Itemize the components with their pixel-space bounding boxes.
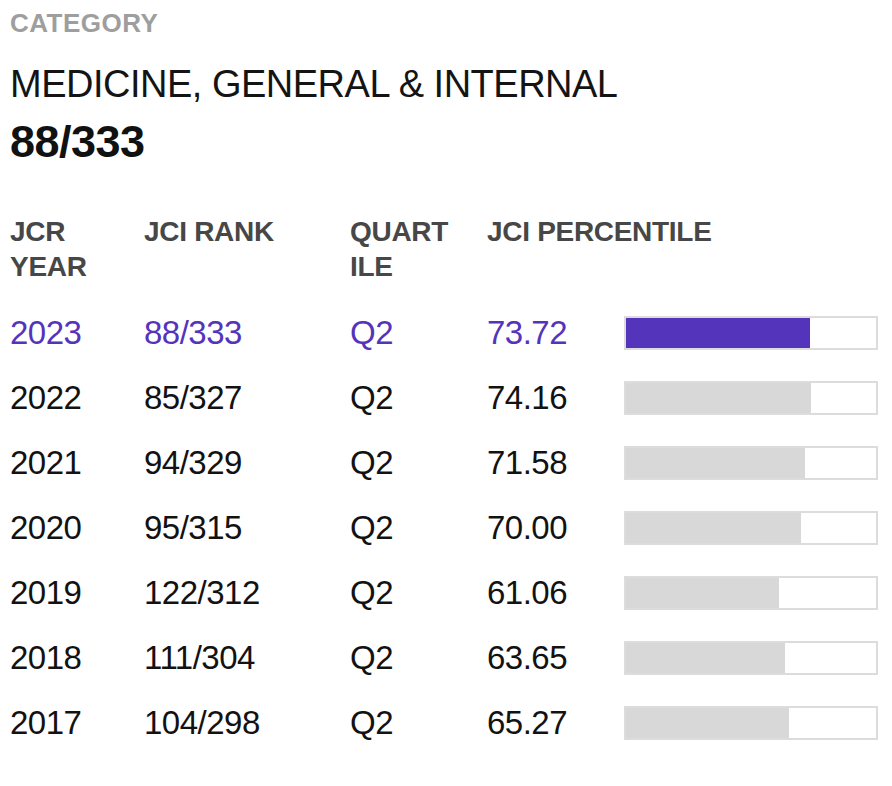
quartile-cell: Q2 (350, 379, 487, 417)
table-row: 2020 95/315 Q2 70.00 (10, 495, 892, 560)
jcr-year-cell: 2019 (10, 574, 144, 612)
quartile-cell: Q2 (350, 639, 487, 677)
jci-rank-cell: 104/298 (144, 704, 350, 742)
jci-rank-cell: 88/333 (144, 314, 350, 352)
jci-rank-cell: 94/329 (144, 444, 350, 482)
percentile-bar-fill (626, 708, 789, 738)
table-header-row: JCR YEAR JCI RANK QUARTILE JCI PERCENTIL… (10, 214, 892, 284)
table-body: 2023 88/333 Q2 73.72 2022 85/327 Q2 74.1… (10, 300, 892, 755)
table-row: 2023 88/333 Q2 73.72 (10, 300, 892, 365)
quartile-cell: Q2 (350, 509, 487, 547)
jcr-year-cell: 2017 (10, 704, 144, 742)
jcr-year-cell: 2020 (10, 509, 144, 547)
percentile-bar-fill (626, 643, 785, 673)
jci-percentile-cell: 73.72 (487, 314, 624, 352)
percentile-bar-fill (626, 383, 811, 413)
rank-history-table: JCR YEAR JCI RANK QUARTILE JCI PERCENTIL… (10, 214, 892, 755)
jcr-year-cell: 2022 (10, 379, 144, 417)
column-header-jci-rank: JCI RANK (144, 214, 350, 249)
table-row: 2019 122/312 Q2 61.06 (10, 560, 892, 625)
quartile-cell: Q2 (350, 704, 487, 742)
percentile-bar (624, 511, 878, 545)
jcr-year-cell: 2023 (10, 314, 144, 352)
category-section: CATEGORY MEDICINE, GENERAL & INTERNAL 88… (10, 8, 892, 168)
category-name: MEDICINE, GENERAL & INTERNAL (10, 63, 892, 106)
column-header-quartile: QUARTILE (350, 214, 453, 284)
jci-percentile-cell: 65.27 (487, 704, 624, 742)
jci-rank-cell: 95/315 (144, 509, 350, 547)
table-row: 2017 104/298 Q2 65.27 (10, 690, 892, 755)
quartile-cell: Q2 (350, 574, 487, 612)
table-row: 2022 85/327 Q2 74.16 (10, 365, 892, 430)
jci-rank-cell: 85/327 (144, 379, 350, 417)
jci-percentile-cell: 74.16 (487, 379, 624, 417)
percentile-bar (624, 381, 878, 415)
percentile-bar-fill (626, 448, 805, 478)
category-rank: 88/333 (10, 116, 892, 168)
percentile-bar (624, 576, 878, 610)
column-header-jcr-year: JCR YEAR (10, 214, 110, 284)
percentile-bar (624, 706, 878, 740)
jci-percentile-cell: 71.58 (487, 444, 624, 482)
table-row: 2021 94/329 Q2 71.58 (10, 430, 892, 495)
jcr-year-cell: 2018 (10, 639, 144, 677)
percentile-bar (624, 316, 878, 350)
percentile-bar-fill (626, 513, 801, 543)
category-label: CATEGORY (10, 8, 892, 39)
percentile-bar (624, 641, 878, 675)
jci-rank-cell: 111/304 (144, 639, 350, 677)
jcr-year-cell: 2021 (10, 444, 144, 482)
column-header-jci-percentile: JCI PERCENTILE (487, 214, 878, 249)
percentile-bar (624, 446, 878, 480)
jci-percentile-cell: 61.06 (487, 574, 624, 612)
jci-percentile-cell: 70.00 (487, 509, 624, 547)
jci-percentile-cell: 63.65 (487, 639, 624, 677)
quartile-cell: Q2 (350, 314, 487, 352)
jci-rank-cell: 122/312 (144, 574, 350, 612)
table-row: 2018 111/304 Q2 63.65 (10, 625, 892, 690)
percentile-bar-fill (626, 578, 779, 608)
quartile-cell: Q2 (350, 444, 487, 482)
percentile-bar-fill (626, 318, 810, 348)
